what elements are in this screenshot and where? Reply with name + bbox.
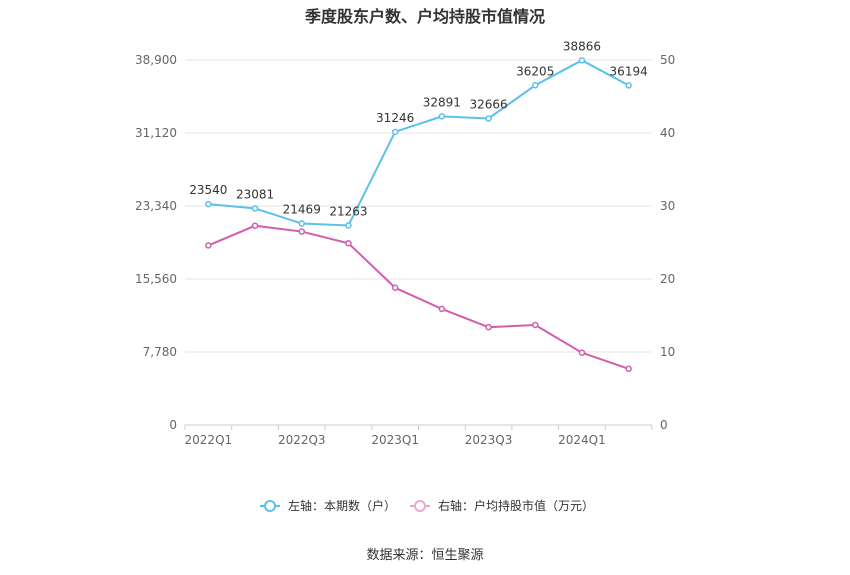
data-point[interactable] [391,284,399,292]
data-point[interactable] [438,305,446,313]
data-point[interactable] [205,200,212,208]
y-right-tick-label: 30 [660,199,675,213]
source-note: 数据来源：恒生聚源 [366,548,483,563]
y-left-tick-label: 7,780 [143,345,177,359]
y-right-tick-label: 10 [660,345,675,359]
legend-label[interactable]: 右轴：户均持股市值（万元） [438,498,594,513]
data-label: 32891 [423,95,461,109]
data-point[interactable] [391,128,399,136]
y-right-tick-label: 0 [660,418,668,432]
x-tick-label: 2023Q1 [371,433,419,447]
y-left-axis: 0 7,780 15,560 23,340 31,120 38,900 [135,53,177,432]
grid [185,59,652,426]
y-left-tick-label: 15,560 [135,272,177,286]
data-point[interactable] [625,365,632,373]
legend[interactable]: 左轴：本期数（户） 右轴：户均持股市值（万元） [260,498,594,513]
legend-marker [264,500,276,512]
data-label: 23081 [236,187,274,201]
x-tick-label: 2022Q1 [185,433,233,447]
data-label: 36194 [610,64,648,78]
data-point[interactable] [298,228,305,235]
data-point[interactable] [485,323,492,331]
data-point[interactable] [578,349,586,356]
y-right-tick-label: 50 [660,53,675,67]
x-axis: 2022Q1 2022Q3 2023Q1 2023Q3 2024Q1 [184,425,653,447]
data-point[interactable] [438,113,446,120]
data-label: 32666 [469,97,507,111]
data-point[interactable] [578,57,586,64]
data-label: 23540 [189,183,227,197]
data-point[interactable] [251,205,259,212]
data-point[interactable] [532,82,539,89]
data-label: 21469 [283,203,321,217]
chart-title: 季度股东户数、户均持股市值情况 [304,7,545,26]
x-tick-label: 2022Q3 [278,433,326,447]
y-right-tick-label: 20 [660,272,675,286]
y-left-tick-label: 38,900 [135,53,177,67]
series-line-0 [208,59,630,227]
y-left-tick-label: 23,340 [135,199,177,213]
y-left-tick-label: 0 [169,418,177,432]
data-point[interactable] [625,82,632,89]
legend-label[interactable]: 左轴：本期数（户） [288,498,396,513]
series-line-1 [207,224,629,370]
data-point[interactable] [205,242,212,249]
y-right-tick-label: 40 [660,126,675,140]
data-point[interactable] [251,222,259,229]
data-point[interactable] [532,321,539,329]
data-label: 38866 [563,39,601,53]
data-label: 21263 [329,204,367,218]
legend-marker [414,500,426,512]
x-tick-label: 2024Q1 [558,433,606,447]
series-group: 23540 23081 21469 21263 31246 32891 32666 36205… [189,39,648,373]
data-label: 36205 [516,64,554,78]
data-point[interactable] [485,115,492,122]
data-point[interactable] [298,220,305,227]
y-right-axis: 0 10 20 30 40 50 [660,53,675,432]
x-tick-label: 2023Q3 [465,433,513,447]
data-label: 31246 [376,111,414,125]
y-left-tick-label: 31,120 [135,126,177,140]
data-point[interactable] [345,222,352,229]
data-point[interactable] [345,239,352,247]
